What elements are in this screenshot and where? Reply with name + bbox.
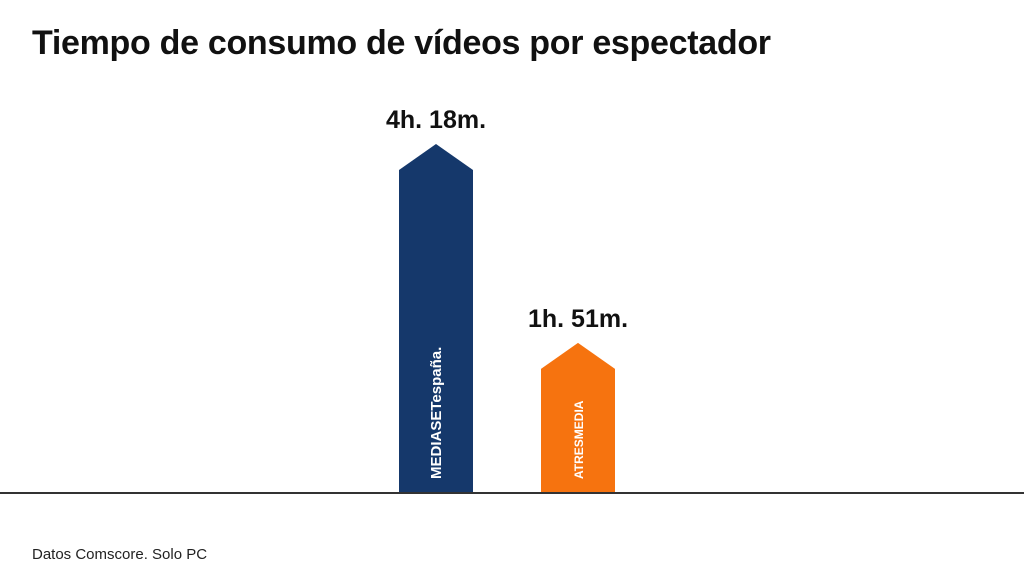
bar-text-mediaset: MEDIASETespaña. [428,347,445,479]
source-footnote: Datos Comscore. Solo PC [32,546,208,563]
value-label-atresmedia: 1h. 51m. [528,305,628,333]
bar-atresmedia [541,342,615,493]
bar-mediaset [399,144,473,493]
bar-text-atresmedia: ATRESMEDIA [572,400,586,479]
chart-title: Tiempo de consumo de vídeos por espectad… [32,24,771,62]
value-label-mediaset: 4h. 18m. [386,106,486,134]
bars-layer: 4h. 18m. MEDIASETespaña. 1h. 51m. ATRESMEDI… [386,106,628,493]
